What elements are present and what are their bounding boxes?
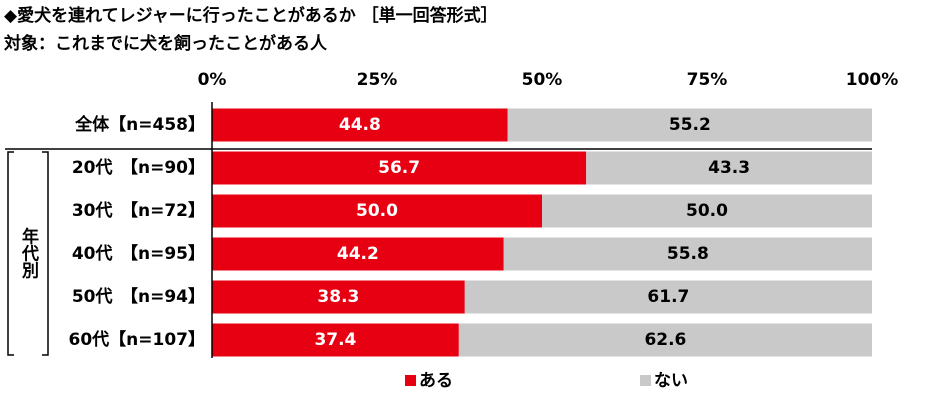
bar-segment [212, 323, 459, 357]
legend-swatch [405, 375, 416, 386]
x-tick-label: 50% [522, 70, 563, 90]
value-label: 43.3 [708, 158, 750, 178]
bar-segment [212, 108, 508, 142]
x-tick-label: 75% [687, 70, 728, 90]
bar-segment [542, 194, 872, 228]
chart-subtitle: 対象：これまでに犬を飼ったことがある人 [3, 33, 328, 54]
value-label: 38.3 [317, 287, 359, 307]
value-label: 61.7 [647, 287, 689, 307]
chart-title: ◆愛犬を連れてレジャーに行ったことがあるか ［単一回答形式］ [4, 5, 498, 26]
value-label: 50.0 [356, 201, 398, 221]
bar-segment [458, 323, 872, 357]
legend-swatch [640, 375, 651, 386]
x-tick-label: 25% [357, 70, 398, 90]
value-label: 44.2 [337, 244, 379, 264]
bar-segment [586, 151, 872, 185]
y-tick-label: 30代 【n=72】 [72, 200, 205, 221]
y-tick-label: 60代【n=107】 [69, 329, 206, 350]
value-label: 50.0 [686, 201, 728, 221]
value-label: 37.4 [314, 330, 356, 350]
legend-label: ある [419, 371, 453, 391]
bar-segment [212, 194, 542, 228]
x-tick-label: 0% [198, 70, 227, 90]
bar-segment [212, 151, 587, 185]
y-tick-label: 50代 【n=94】 [72, 286, 205, 307]
bar-segment [503, 237, 872, 271]
group-bracket [7, 151, 49, 356]
x-tick-label: 100% [846, 70, 899, 90]
y-tick-label: 40代 【n=95】 [72, 243, 205, 264]
bar-segment [507, 108, 872, 142]
value-label: 56.7 [378, 158, 420, 178]
value-label: 44.8 [339, 115, 381, 135]
value-label: 55.8 [667, 244, 709, 264]
y-tick-label: 20代 【n=90】 [72, 157, 205, 178]
value-label: 55.2 [669, 115, 711, 135]
y-tick-label: 全体【n=458】 [74, 114, 205, 135]
bar-segment [212, 237, 504, 271]
group-label: 年代別 [18, 226, 40, 279]
bar-segment [464, 280, 872, 314]
bar-segment [212, 280, 465, 314]
legend-label: ない [654, 371, 688, 391]
value-label: 62.6 [644, 330, 686, 350]
